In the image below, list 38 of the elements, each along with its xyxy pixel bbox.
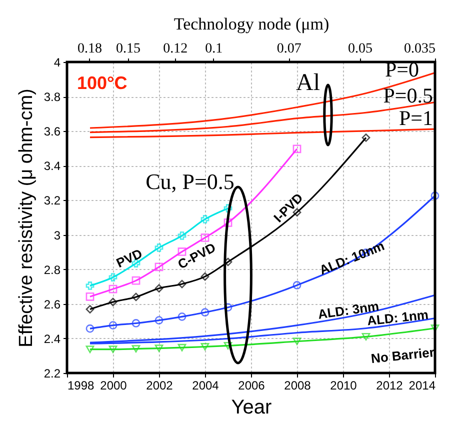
x-tick-label: 2006 — [238, 378, 266, 392]
text: PVD — [114, 246, 144, 271]
annotation: 100°C — [77, 73, 128, 93]
x2-axis-title: Technology node (μm) — [174, 14, 330, 34]
y-tick-label: 3.4 — [44, 159, 61, 174]
x-tick-label: 2014 — [408, 378, 436, 392]
y-tick-label: 4 — [54, 56, 61, 70]
x-tick-label: 2000 — [100, 378, 128, 392]
y-tick-label: 2.4 — [44, 332, 61, 346]
x-tick-label: 2008 — [284, 378, 312, 392]
y-axis-title: Effective resistivity (μ ohm-cm) — [16, 88, 37, 348]
x2-tick-label: 0.1 — [205, 42, 223, 56]
x2-tick-label: 0.07 — [276, 42, 302, 56]
x2-tick-label: 0.15 — [116, 42, 140, 56]
x2-tick-label: 0.05 — [348, 42, 372, 56]
x-tick-label: 2010 — [330, 378, 358, 392]
x-tick-label: 2004 — [192, 378, 220, 392]
y-tick-label: 2.2 — [44, 366, 61, 380]
series-label: P=0 — [384, 58, 419, 82]
y-tick-label: 3.6 — [44, 124, 61, 139]
x-tick-label: 2002 — [146, 378, 174, 392]
series-label: P=1 — [398, 106, 433, 130]
annotation: Al — [296, 70, 320, 96]
x-tick-label: 2012 — [376, 378, 404, 392]
text: No Barrier — [370, 344, 436, 366]
y-tick-label: 3.8 — [44, 90, 61, 104]
y-tick-label: 2.6 — [44, 297, 61, 312]
x-tick-label: 1998 — [68, 378, 95, 392]
x2-tick-label: 0.18 — [77, 42, 102, 56]
x-axis-title: Year — [231, 396, 272, 418]
series-label: P=0.5 — [383, 83, 433, 108]
x2-tick-label: 0.12 — [163, 42, 188, 56]
y-tick-label: 3 — [54, 228, 61, 242]
y-tick-label: 2.8 — [44, 262, 61, 277]
text: ALD: 10nm — [317, 238, 387, 278]
annotation: Cu, P=0.5 — [146, 169, 234, 194]
x2-tick-label: 0.035 — [404, 42, 436, 56]
y-tick-label: 3.2 — [44, 194, 61, 208]
